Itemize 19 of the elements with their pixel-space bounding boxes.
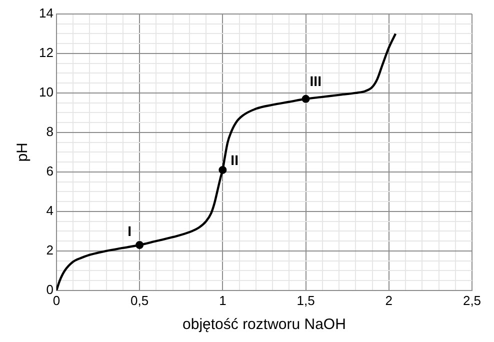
x-tick-label: 1 [219, 292, 226, 308]
x-axis-title: objętość roztworu NaOH [182, 316, 346, 334]
y-tick-label: 6 [46, 164, 54, 179]
y-axis-title: pH [14, 142, 32, 162]
line-series [56, 32, 397, 290]
x-tick-label: 2,5 [462, 292, 482, 308]
x-tick-label: 2 [385, 292, 393, 308]
x-tick-label: 0,5 [130, 292, 149, 308]
annotation: I [128, 222, 132, 239]
x-tick-label: 1,5 [296, 292, 315, 308]
y-tick-label: 2 [46, 242, 54, 258]
y-tick-label: 8 [46, 124, 54, 140]
annotation: III [310, 72, 322, 89]
y-tick-label: 10 [38, 84, 54, 100]
y-tick-label: 12 [38, 45, 54, 60]
y-tick-label: 4 [46, 203, 54, 218]
y-tick-label: 0 [46, 282, 54, 297]
annotation: II [230, 152, 238, 168]
y-tick-label: 14 [38, 6, 54, 21]
